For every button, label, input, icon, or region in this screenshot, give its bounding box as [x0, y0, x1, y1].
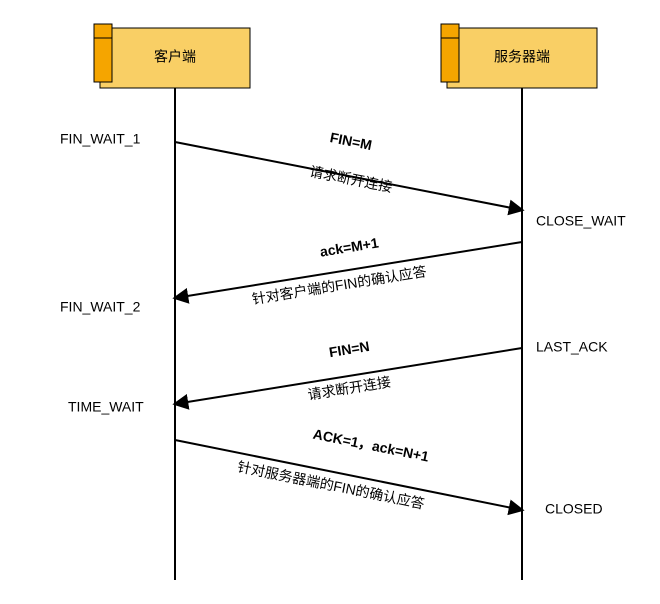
lifeline-accent-client: [94, 34, 112, 82]
lifeline-accent-server: [441, 34, 459, 82]
lifeline-title-server: 服务器端: [494, 49, 550, 65]
message-label: FIN=M: [329, 129, 374, 153]
state-label: CLOSED: [545, 501, 603, 517]
message-desc: 请求断开连接: [308, 163, 394, 195]
state-label: TIME_WAIT: [68, 399, 144, 415]
message-desc: 针对客户端的FIN的确认应答: [251, 263, 428, 307]
state-label: FIN_WAIT_2: [60, 299, 141, 315]
lifeline-accent2-server: [441, 24, 459, 38]
state-label: CLOSE_WAIT: [536, 213, 626, 229]
state-label: FIN_WAIT_1: [60, 131, 141, 147]
lifeline-accent2-client: [94, 24, 112, 38]
message-label: ACK=1，ack=N+1: [312, 426, 431, 465]
message-desc: 请求断开连接: [306, 373, 391, 402]
lifeline-title-client: 客户端: [154, 49, 196, 65]
state-label: LAST_ACK: [536, 339, 608, 355]
message-label: FIN=N: [328, 338, 371, 360]
message-arrow: [175, 440, 522, 510]
message-label: ack=M+1: [319, 234, 380, 259]
